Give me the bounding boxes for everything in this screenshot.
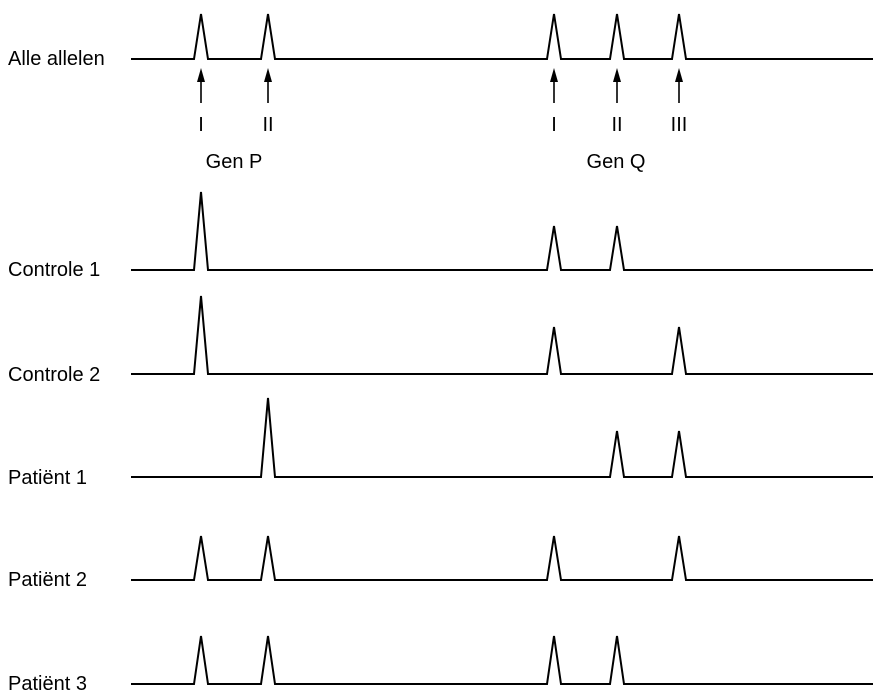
trace-row-2 [131, 295, 873, 375]
trace-row-4 [131, 535, 873, 581]
allele-label-p-i: I [198, 114, 204, 136]
trace-row-0 [131, 13, 873, 60]
trace-row-5 [131, 635, 873, 685]
trace-group [131, 13, 873, 685]
row-label-controle-1: Controle 1 [8, 259, 100, 281]
gene-label-p: Gen P [206, 151, 263, 173]
row-label-controle-2: Controle 2 [8, 364, 100, 386]
row-label-patient-3: Patiënt 3 [8, 673, 87, 691]
row-label-patient-1: Patiënt 1 [8, 467, 87, 489]
allele-label-q-i: I [551, 114, 557, 136]
allele-label-q-ii: II [611, 114, 622, 136]
arrow-up-icon [675, 68, 683, 82]
row-label-alle-allelen: Alle allelen [8, 48, 105, 70]
trace-row-1 [131, 191, 873, 271]
allele-label-q-iii: III [671, 114, 688, 136]
allele-arrows [197, 68, 683, 103]
allele-label-p-ii: II [262, 114, 273, 136]
row-label-patient-2: Patiënt 2 [8, 569, 87, 591]
gene-label-q: Gen Q [587, 151, 646, 173]
arrow-up-icon [613, 68, 621, 82]
arrow-up-icon [264, 68, 272, 82]
trace-row-3 [131, 397, 873, 478]
arrow-up-icon [550, 68, 558, 82]
arrow-up-icon [197, 68, 205, 82]
